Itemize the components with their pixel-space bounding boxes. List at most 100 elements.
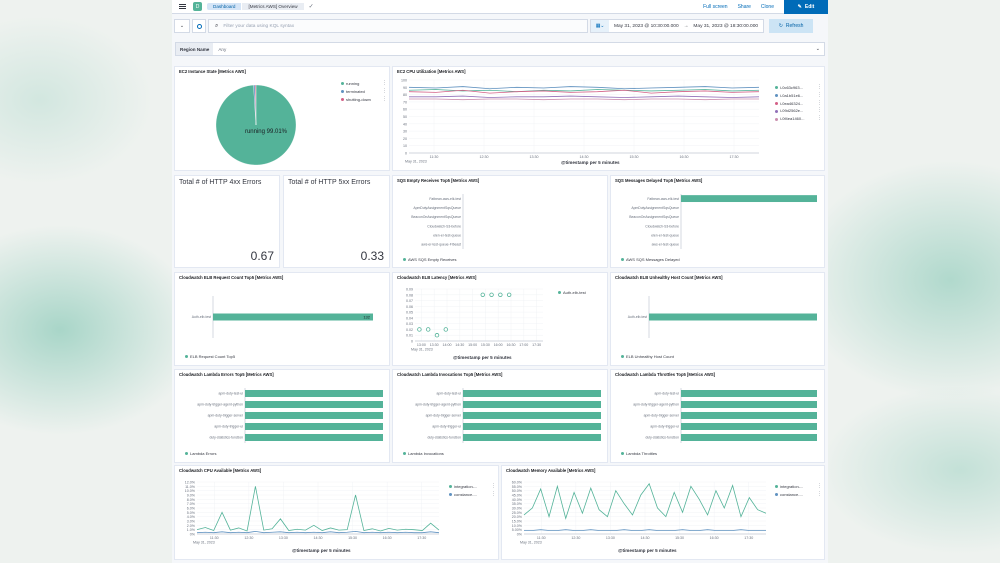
- calendar-icon[interactable]: ▦⌄: [591, 20, 609, 32]
- bar-apm-duty-trigger-ui: [245, 423, 383, 430]
- x-tick-label: 15:30: [481, 343, 490, 347]
- category-label: apm-duty-trigger-agent-python: [633, 403, 679, 407]
- legend-label: i-09d2562e...: [780, 108, 804, 114]
- category-label: elen-er-test-queue: [651, 233, 679, 237]
- x-axis-label: @timestamp per 5 minutes: [618, 548, 677, 553]
- y-tick-label: 0.04: [406, 316, 413, 320]
- chart-legend[interactable]: Lambda Errors: [185, 451, 216, 456]
- legend-item[interactable]: i-0c63c963...: [775, 84, 804, 92]
- chevron-down-icon: ⌄: [815, 46, 820, 52]
- chart-legend[interactable]: ELB Request Count Top5: [185, 354, 235, 359]
- legend-item-shutting-down[interactable]: shutting-down: [341, 96, 371, 104]
- x-tick-label: 13:30: [430, 343, 439, 347]
- category-label: BeaconOnAssignmentSqsQueue: [629, 215, 679, 219]
- legend-actions-icon[interactable]: ⋮ ⋮: [491, 483, 496, 497]
- legend-label: integration-...: [454, 484, 478, 489]
- x-tick-label: 11:30: [537, 536, 546, 540]
- category-label: duty-statistics-function: [427, 436, 461, 440]
- sqs-delayed-bar-chart: Fatbean-aws-elk-test ApmDutyAssignmentSqs…: [629, 194, 817, 249]
- legend-item[interactable]: constance-...: [449, 491, 477, 499]
- panel-elb-unhealthy-host: Cloudwatch ELB Unhealthy Host Count [Met…: [610, 272, 825, 366]
- panel-sqs-empty-receives: SQS Empty Receives Top5 [Metrics AWS] Fa…: [392, 175, 608, 268]
- saved-query-menu[interactable]: ⌄: [174, 19, 190, 33]
- y-tick-label: 0%: [190, 533, 196, 537]
- legend-item-running[interactable]: running: [341, 80, 371, 88]
- legend-actions-icon[interactable]: ⋮ ⋮: [817, 483, 822, 497]
- legend-item[interactable]: i-0a1b51e6...: [775, 92, 804, 100]
- chart-legend[interactable]: AWS SQS Empty Receives: [403, 257, 457, 262]
- chart-legend[interactable]: Lambda Throttles: [621, 451, 657, 456]
- legend-label: i-0a1b51e6...: [780, 92, 804, 98]
- date-end[interactable]: May 31, 2023 @ 18:30:00.000: [693, 23, 759, 29]
- bar-apm-duty-test-ui: [245, 390, 383, 397]
- series-line-integration-...: [196, 486, 440, 532]
- x-tick-label: 16:30: [383, 536, 392, 540]
- search-input[interactable]: ⌕ Filter your data using KQL syntax: [208, 19, 588, 33]
- bar-apm-duty-trigger-ui: [463, 423, 601, 430]
- x-tick-label: 12:30: [571, 536, 580, 540]
- x-tick-label: 17:00: [519, 343, 528, 347]
- clone-link[interactable]: Clone: [760, 3, 774, 10]
- edit-button[interactable]: ✎ Edit: [784, 0, 828, 14]
- legend-item[interactable]: integration-...: [449, 483, 477, 491]
- bar-Fatbean-aws-elk-test: [681, 195, 817, 203]
- panel-title: Cloudwatch ELB Request Count Top5 [Metri…: [179, 275, 284, 280]
- y-tick-label: 30: [403, 130, 407, 134]
- legend-item[interactable]: integration-...: [775, 483, 803, 491]
- legend-item[interactable]: i-0ea46324...: [775, 100, 804, 108]
- bar-apm-duty-test-ui: [681, 390, 817, 397]
- category-label: apm-duty-test-ui: [655, 392, 680, 396]
- y-tick-label: 70: [403, 100, 407, 104]
- panel-title: Cloudwatch Lambda Throttles Top5 [Metric…: [615, 372, 716, 377]
- elb-latency-scatter: 0 0.01 0.02 0.03 0.040.05 0.06 0.07 0.080.09 13:…: [406, 288, 543, 352]
- panel-elb-request-count: Cloudwatch ELB Request Count Top5 [Metri…: [174, 272, 390, 366]
- chart-legend[interactable]: ELB Unhealthy Host Count: [621, 354, 674, 359]
- refresh-button[interactable]: ↻ Refresh: [769, 19, 814, 33]
- legend-item[interactable]: i-0f4ea1460...: [775, 115, 804, 123]
- y-tick-label: 15.0%: [512, 520, 523, 524]
- full-screen-link[interactable]: Full screen: [703, 3, 728, 10]
- chart-legend[interactable]: Lambda Invocations: [403, 451, 444, 456]
- category-label: apm-duty-trigger-server: [426, 414, 462, 418]
- refresh-icon: ↻: [778, 23, 783, 29]
- region-filter[interactable]: Region Name Any ⌄: [175, 42, 825, 56]
- panel-title: Cloudwatch Lambda Invocations Top5 [Metr…: [397, 372, 503, 377]
- x-tick-label: 15:30: [630, 155, 639, 159]
- legend-label: ELB Request Count Top5: [190, 354, 236, 359]
- legend-item-terminated[interactable]: terminated: [341, 88, 371, 96]
- bar-apm-duty-trigger-ui: [681, 423, 817, 430]
- legend-item[interactable]: constance-...: [775, 491, 803, 499]
- legend-actions-icon[interactable]: ⋮ ⋮ ⋮ ⋮ ⋮: [817, 84, 822, 122]
- legend-item[interactable]: i-09d2562e...: [775, 107, 804, 115]
- x-tick-label: 14:30: [580, 155, 589, 159]
- chevron-down-icon: ⌄: [179, 23, 185, 29]
- y-tick-label: 20.0%: [512, 515, 523, 519]
- y-tick-label: 3.0%: [187, 520, 196, 524]
- filter-options-button[interactable]: [192, 19, 206, 33]
- app-logo-icon[interactable]: D: [193, 2, 202, 11]
- panel-memory-available: Cloudwatch Memory Available [Metrics AWS…: [501, 465, 825, 560]
- breadcrumb-current: [Metrics AWS] Overview: [242, 3, 304, 10]
- y-tick-label: 12.0%: [185, 481, 196, 485]
- chart-legend[interactable]: AWS SQS Messages Delayed: [621, 257, 680, 262]
- legend-label: i-0f4ea1460...: [780, 116, 805, 122]
- panel-lambda-errors: Cloudwatch Lambda Errors Top5 [Metrics A…: [174, 369, 390, 463]
- series-line-integration-...: [523, 482, 767, 520]
- legend-label: constance-...: [454, 491, 477, 497]
- menu-icon[interactable]: [179, 4, 186, 9]
- x-tick-label: 15:00: [468, 343, 477, 347]
- panel-ec2-cpu-utilization: EC2 CPU Utilization [Metrics AWS] 0 10 20 3…: [392, 66, 825, 171]
- legend-actions-icon[interactable]: ⋮ ⋮ ⋮: [382, 80, 387, 102]
- cpu-available-line-chart: 0%1.0%2.0%3.0%4.0%5.0%6.0%7.0%8.0%9.0%10…: [185, 481, 440, 545]
- breadcrumb-dashboard[interactable]: Dashboard: [207, 3, 242, 10]
- y-tick-label: 55.0%: [512, 485, 523, 489]
- y-tick-label: 2.0%: [187, 524, 196, 528]
- legend-dot: [449, 485, 452, 489]
- data-point: [489, 292, 494, 297]
- chart-legend[interactable]: Auth-elb-test: [558, 290, 586, 295]
- legend-dot: [185, 452, 188, 455]
- share-link[interactable]: Share: [737, 3, 751, 10]
- category-label: apm-duty-trigger-server: [208, 414, 244, 418]
- y-tick-label: 45.0%: [512, 494, 523, 498]
- date-start[interactable]: May 31, 2023 @ 10:30:00.000: [614, 23, 679, 29]
